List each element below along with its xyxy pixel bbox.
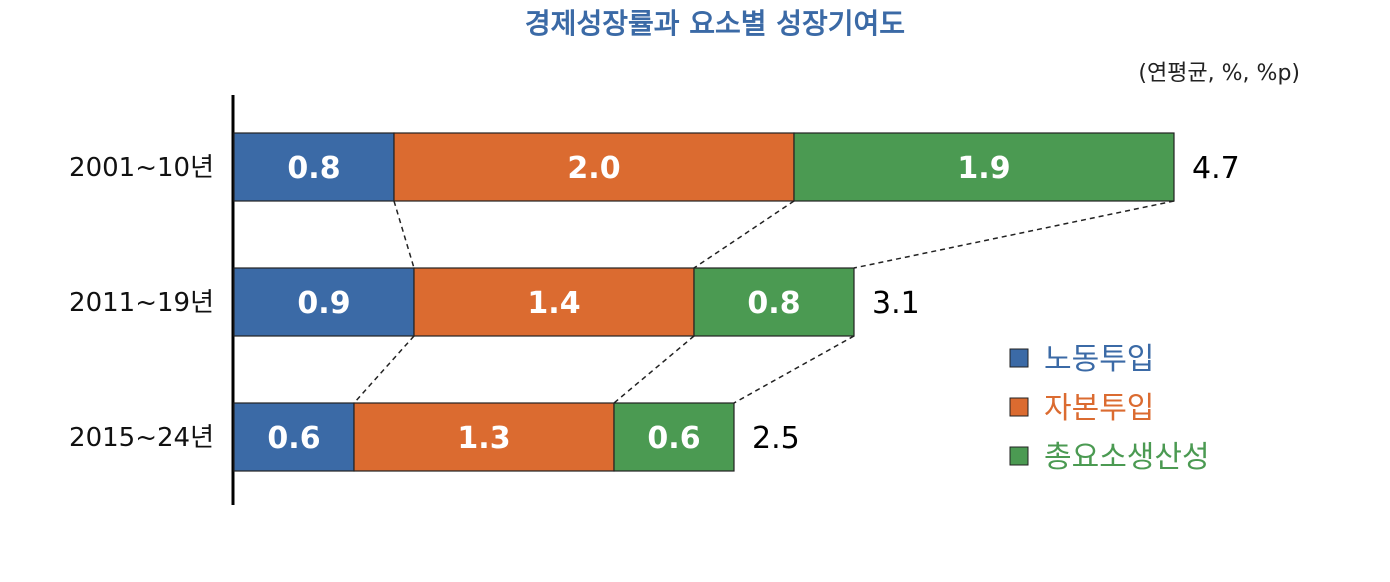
- data-label: 0.9: [297, 286, 350, 321]
- bar-segment: [413, 267, 695, 337]
- bar-rows: 2001~10년 0.8 2.0 1.9 4.7 2011~19년 0.9 1.4 0.8 3.1…: [69, 132, 1240, 472]
- data-label: 0.8: [287, 151, 340, 186]
- total-label: 3.1: [872, 286, 920, 321]
- bar-segment: [613, 402, 735, 472]
- total-label: 4.7: [1192, 151, 1240, 186]
- legend-swatch: [1009, 446, 1029, 466]
- data-label: 0.8: [747, 286, 800, 321]
- connector-line: [393, 200, 415, 269]
- legend-swatch: [1009, 348, 1029, 368]
- connector-line: [353, 335, 415, 404]
- bar-segment: [233, 402, 355, 472]
- data-label: 1.4: [527, 286, 580, 321]
- category-label: 2015~24년: [69, 423, 214, 453]
- bar-segment: [353, 402, 615, 472]
- unit-note: (연평균, %, %p): [1138, 61, 1300, 86]
- bar-segment: [233, 267, 415, 337]
- category-label: 2011~19년: [69, 288, 214, 318]
- data-label: 2.0: [567, 151, 620, 186]
- bar-segment: [793, 132, 1175, 202]
- data-label: 1.3: [457, 421, 510, 456]
- connector-lines: [353, 200, 1175, 404]
- connector-line: [733, 335, 855, 404]
- bar-segment: [393, 132, 795, 202]
- data-label: 1.9: [957, 151, 1010, 186]
- connector-line: [853, 200, 1175, 269]
- legend-label: 노동투입: [1044, 342, 1154, 377]
- bar-segment: [233, 132, 395, 202]
- legend-label: 자본투입: [1044, 391, 1154, 426]
- category-label: 2001~10년: [69, 153, 214, 183]
- legend-swatch: [1009, 397, 1029, 417]
- data-label: 0.6: [647, 421, 700, 456]
- chart-title: 경제성장률과 요소별 성장기여도: [525, 7, 905, 40]
- connector-line: [693, 200, 795, 269]
- legend-label: 총요소생산성: [1044, 440, 1210, 475]
- bar-segment: [693, 267, 855, 337]
- connector-line: [613, 335, 695, 404]
- data-label: 0.6: [267, 421, 320, 456]
- total-label: 2.5: [752, 421, 800, 456]
